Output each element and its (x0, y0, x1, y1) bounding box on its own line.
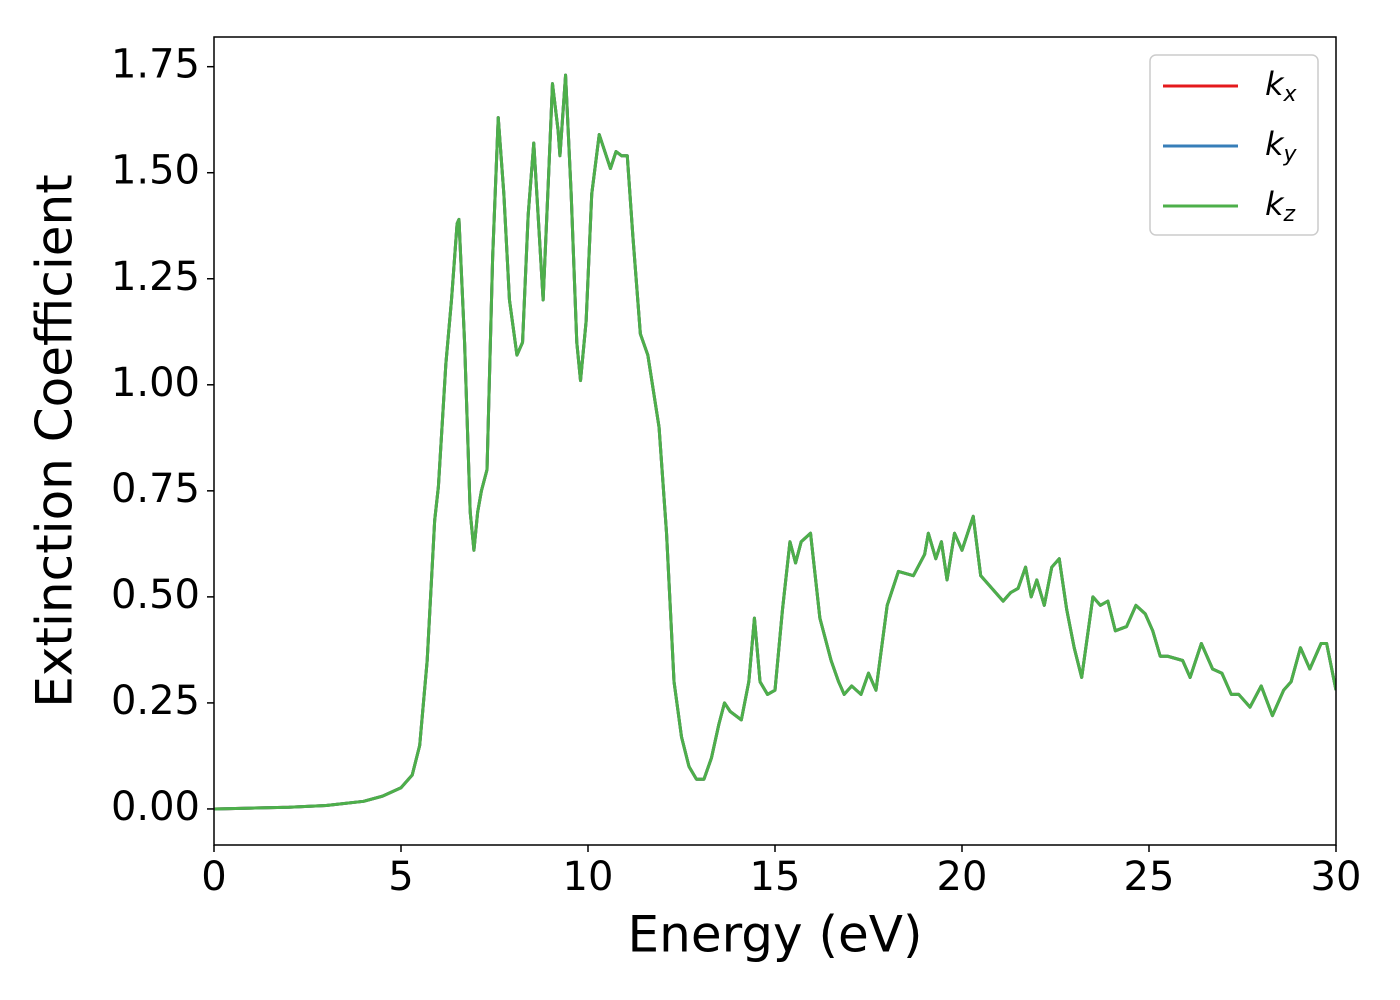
y-axis-label: Extinction Coefficient (26, 174, 84, 708)
y-tick-label: 0.50 (111, 572, 200, 618)
x-tick-label: 25 (1124, 854, 1175, 900)
y-tick-label: 0.75 (111, 466, 200, 512)
y-tick-label: 1.25 (111, 254, 200, 300)
x-tick-label: 15 (750, 854, 801, 900)
x-tick-label: 10 (563, 854, 614, 900)
y-tick-label: 1.50 (111, 148, 200, 194)
plot-area (214, 73, 1336, 811)
legend-label: kx (1265, 65, 1298, 107)
y-tick-label: 1.00 (111, 360, 200, 406)
x-tick-label: 30 (1311, 854, 1362, 900)
x-tick-label: 0 (201, 854, 226, 900)
legend-label: kz (1265, 185, 1296, 227)
y-tick-label: 1.75 (111, 42, 200, 88)
legend-label: ky (1265, 125, 1298, 167)
series-line (214, 73, 1336, 811)
y-tick-label: 0.00 (111, 784, 200, 830)
x-tick-label: 20 (937, 854, 988, 900)
plot-frame (213, 36, 1337, 846)
x-tick-label: 5 (388, 854, 413, 900)
x-axis-label: Energy (eV) (628, 906, 923, 964)
y-tick-label: 0.25 (111, 678, 200, 724)
